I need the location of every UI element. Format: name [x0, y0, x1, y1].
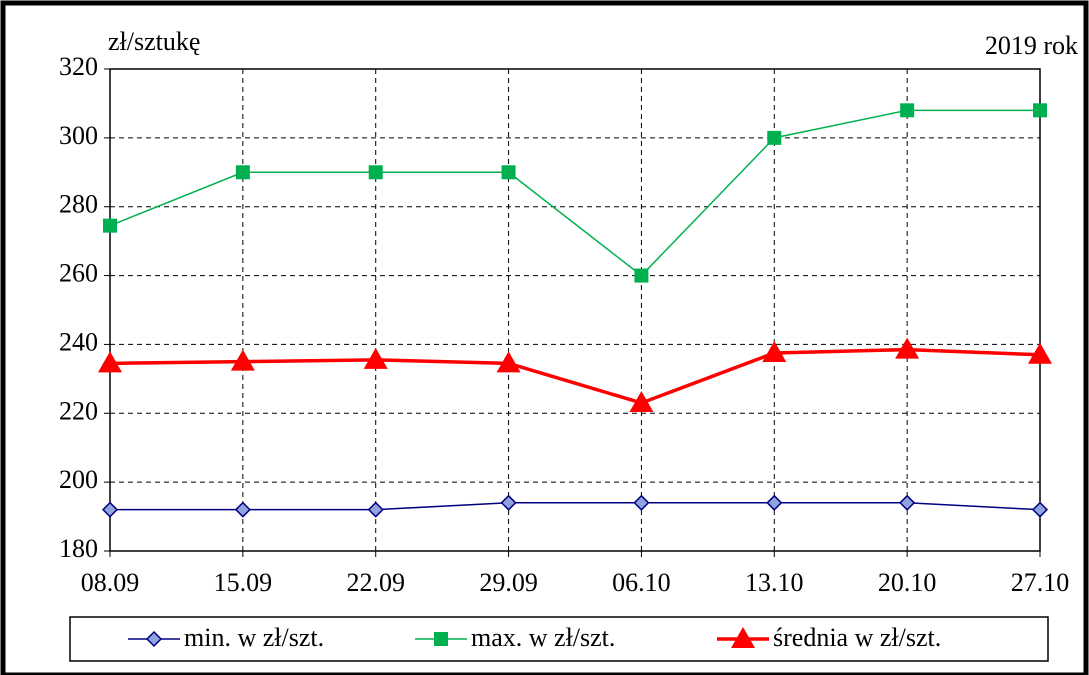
annotation: 2019 rok [985, 31, 1078, 60]
marker [629, 390, 654, 412]
marker [899, 494, 916, 511]
marker [900, 103, 915, 118]
marker [368, 165, 383, 180]
series-line [110, 502, 1041, 511]
legend-label: min. w zł/szt. [184, 623, 324, 652]
y-tick-label: 240 [59, 327, 98, 356]
y-tick-label: 260 [59, 259, 98, 288]
y-tick-label: 280 [59, 190, 98, 219]
marker [633, 494, 650, 511]
x-tick-label: 15.09 [214, 568, 273, 597]
marker [895, 337, 920, 359]
marker [363, 347, 388, 369]
marker [501, 165, 516, 180]
series-line [109, 109, 1040, 277]
marker [367, 501, 384, 518]
marker [145, 630, 163, 648]
x-tick-label: 29.09 [479, 568, 538, 597]
marker [101, 501, 119, 518]
marker [496, 351, 521, 373]
marker [500, 494, 517, 511]
y-axis-label: zł/sztukę [108, 27, 200, 56]
y-tick-label: 320 [59, 52, 98, 81]
marker [1028, 342, 1052, 364]
marker [1031, 501, 1049, 518]
y-tick-label: 200 [59, 465, 98, 494]
x-tick-label: 13.10 [745, 568, 804, 597]
y-tick-label: 220 [59, 396, 98, 425]
marker [235, 165, 250, 180]
x-tick-label: 20.10 [878, 568, 937, 597]
x-tick-label: 22.09 [346, 568, 405, 597]
x-tick-label: 27.10 [1011, 568, 1070, 597]
marker [230, 349, 255, 371]
marker [434, 632, 448, 646]
marker [766, 494, 783, 511]
legend-label: średnia w zł/szt. [773, 623, 941, 652]
plot-border [109, 68, 1041, 552]
x-tick-label: 06.10 [612, 568, 671, 597]
x-tick-label: 08.09 [81, 568, 140, 597]
marker [234, 501, 251, 518]
marker [98, 351, 122, 373]
marker [103, 218, 117, 233]
marker [1033, 103, 1047, 118]
marker [762, 341, 787, 363]
y-tick-label: 180 [59, 534, 98, 563]
legend-box [69, 616, 1049, 662]
marker [731, 627, 755, 648]
marker [634, 268, 649, 283]
y-tick-label: 300 [59, 121, 98, 150]
marker [767, 130, 782, 145]
legend-label: max. w zł/szt. [471, 623, 615, 652]
series-line [109, 347, 1041, 405]
